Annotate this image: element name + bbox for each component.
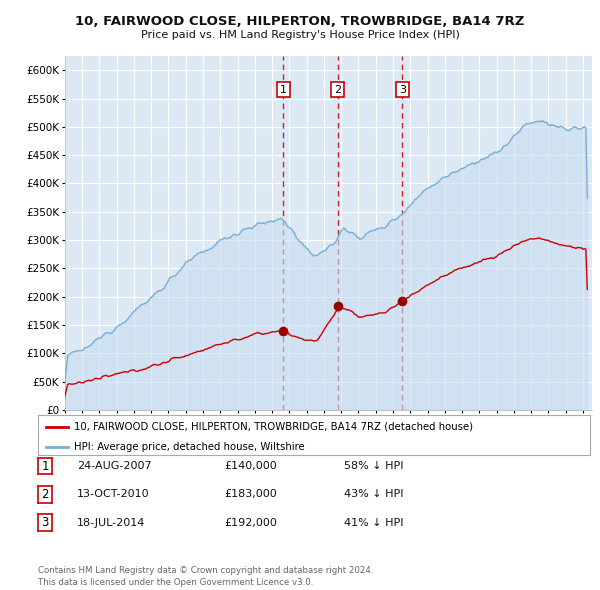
Text: 3: 3: [399, 85, 406, 94]
Text: 24-AUG-2007: 24-AUG-2007: [77, 461, 151, 471]
Text: 41% ↓ HPI: 41% ↓ HPI: [344, 518, 403, 527]
Text: £183,000: £183,000: [224, 490, 277, 499]
Text: 1: 1: [280, 85, 287, 94]
Text: Contains HM Land Registry data © Crown copyright and database right 2024.
This d: Contains HM Land Registry data © Crown c…: [38, 566, 373, 587]
Text: 58% ↓ HPI: 58% ↓ HPI: [344, 461, 403, 471]
Text: 10, FAIRWOOD CLOSE, HILPERTON, TROWBRIDGE, BA14 7RZ (detached house): 10, FAIRWOOD CLOSE, HILPERTON, TROWBRIDG…: [74, 422, 473, 432]
Text: 43% ↓ HPI: 43% ↓ HPI: [344, 490, 403, 499]
Text: HPI: Average price, detached house, Wiltshire: HPI: Average price, detached house, Wilt…: [74, 442, 304, 452]
Text: Price paid vs. HM Land Registry's House Price Index (HPI): Price paid vs. HM Land Registry's House …: [140, 30, 460, 40]
Text: 1: 1: [41, 460, 49, 473]
Text: £140,000: £140,000: [224, 461, 277, 471]
Text: 13-OCT-2010: 13-OCT-2010: [77, 490, 149, 499]
Text: 3: 3: [41, 516, 49, 529]
Text: 2: 2: [41, 488, 49, 501]
Text: £192,000: £192,000: [224, 518, 277, 527]
Text: 10, FAIRWOOD CLOSE, HILPERTON, TROWBRIDGE, BA14 7RZ: 10, FAIRWOOD CLOSE, HILPERTON, TROWBRIDG…: [76, 15, 524, 28]
Text: 18-JUL-2014: 18-JUL-2014: [77, 518, 145, 527]
Text: 2: 2: [334, 85, 341, 94]
